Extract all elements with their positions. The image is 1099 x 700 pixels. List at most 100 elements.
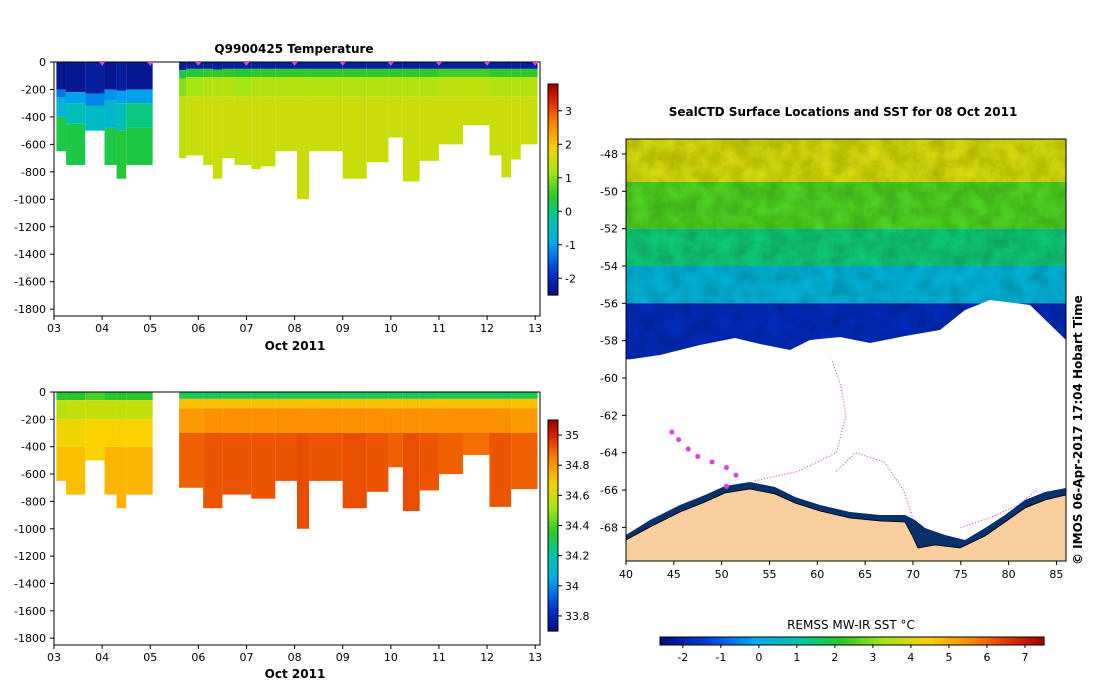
colorbar-swatch <box>548 620 558 625</box>
colorbar-swatch <box>548 126 558 131</box>
colorbar-swatch <box>866 637 872 645</box>
colorbar-swatch <box>548 613 558 618</box>
profile-cell <box>419 408 439 434</box>
profile-cell <box>463 68 490 78</box>
x-tick-label: 07 <box>239 651 253 664</box>
colorbar-tick-label: 34.4 <box>565 520 590 533</box>
colorbar-swatch <box>548 595 558 600</box>
profile-cell <box>366 68 389 78</box>
profile-cell <box>104 89 117 101</box>
colorbar-tick-label: 34.6 <box>565 489 590 502</box>
profile-cell <box>126 446 153 495</box>
profile-cell <box>388 433 403 468</box>
profile-cell <box>520 77 538 97</box>
colorbar-swatch <box>548 511 558 516</box>
colorbar-swatch <box>548 231 558 236</box>
profile-cell <box>419 392 439 399</box>
profile-cell <box>366 96 389 163</box>
colorbar-swatch <box>967 637 973 645</box>
profile-cell <box>297 408 310 434</box>
profile-cell <box>342 96 367 179</box>
colorbar-swatch <box>548 112 558 117</box>
colorbar-swatch <box>548 437 558 442</box>
profile-cell <box>126 419 153 447</box>
colorbar-swatch <box>548 133 558 138</box>
map-frame <box>625 138 1067 562</box>
colorbar-swatch <box>548 546 558 551</box>
colorbar-swatch <box>548 196 558 201</box>
y-tick-label: -600 <box>21 468 46 481</box>
profile-cell <box>66 123 86 165</box>
colorbar-swatch <box>548 238 558 243</box>
profile-cell <box>511 433 538 490</box>
profile-cell <box>186 96 204 156</box>
profile-cell <box>438 433 464 475</box>
colorbar-tick-label: 3 <box>565 105 572 118</box>
profile-cell <box>104 400 117 420</box>
colorbar-swatch <box>962 637 968 645</box>
colorbar-swatch <box>789 637 795 645</box>
colorbar-swatch <box>548 214 558 219</box>
seal-location-point <box>669 429 675 435</box>
colorbar-swatch <box>548 252 558 257</box>
x-tick-label: 06 <box>191 651 205 664</box>
sst-map-panel: SealCTD Surface Locations and SST for 08… <box>600 105 1085 664</box>
profile-cell <box>260 68 276 78</box>
lat-tick-label: -60 <box>600 372 618 385</box>
profile-cell <box>203 433 223 509</box>
y-tick-label: -400 <box>21 111 46 124</box>
colorbar-swatch <box>548 119 558 124</box>
profile-cell <box>489 433 512 507</box>
lat-tick-label: -56 <box>600 297 618 310</box>
profile-cell <box>438 62 464 69</box>
profile-cell <box>179 433 204 488</box>
colorbar-swatch <box>933 637 939 645</box>
profile-marker <box>339 62 346 66</box>
colorbar-swatch <box>732 637 738 645</box>
profile-cell <box>520 68 538 78</box>
profile-cell <box>260 62 276 69</box>
profile-cell <box>56 446 67 481</box>
profile-cell <box>489 408 512 434</box>
x-tick-label: 12 <box>480 322 494 335</box>
colorbar-swatch <box>548 101 558 106</box>
profile-cell <box>56 419 67 447</box>
profile-cell <box>116 400 127 420</box>
colorbar-swatch <box>548 451 558 456</box>
colorbar-swatch <box>548 245 558 250</box>
profile-cell <box>511 96 521 160</box>
profile-cell <box>212 62 223 70</box>
profile-cell <box>234 62 252 69</box>
profile-cell <box>251 433 276 499</box>
profile-cell <box>297 96 310 200</box>
profile-cell <box>402 62 420 69</box>
colorbar-swatch <box>548 164 558 169</box>
profile-cell <box>501 77 512 97</box>
colorbar-swatch <box>813 637 819 645</box>
profile-cell <box>56 97 67 117</box>
lat-tick-label: -68 <box>600 521 618 534</box>
colorbar-swatch <box>548 210 558 215</box>
lon-tick-label: 65 <box>858 568 872 581</box>
colorbar-swatch <box>924 637 930 645</box>
profile-cell <box>501 96 512 178</box>
profile-cell <box>419 398 439 409</box>
profile-cell <box>66 92 86 104</box>
colorbar-swatch <box>664 637 671 645</box>
colorbar-tick-label: 0 <box>755 651 762 664</box>
colorbar-swatch <box>693 637 699 645</box>
profile-cell <box>275 68 297 78</box>
colorbar-tick-label: 3 <box>869 651 876 664</box>
profile-cell <box>116 419 127 447</box>
colorbar-swatch <box>548 455 558 460</box>
lat-tick-label: -48 <box>600 148 618 161</box>
y-tick-label: -200 <box>21 83 46 96</box>
profile-cell <box>104 446 117 495</box>
profile-cell <box>260 96 276 167</box>
colorbar-swatch <box>751 637 757 645</box>
temperature-y-axis: 0 -200 -400 -600 -800 -1000 -1200 -1400 -1600 -18… <box>14 56 54 316</box>
colorbar-swatch <box>548 529 558 534</box>
colorbar-swatch <box>804 637 810 645</box>
colorbar-swatch <box>548 444 558 449</box>
colorbar-swatch <box>1005 637 1011 645</box>
